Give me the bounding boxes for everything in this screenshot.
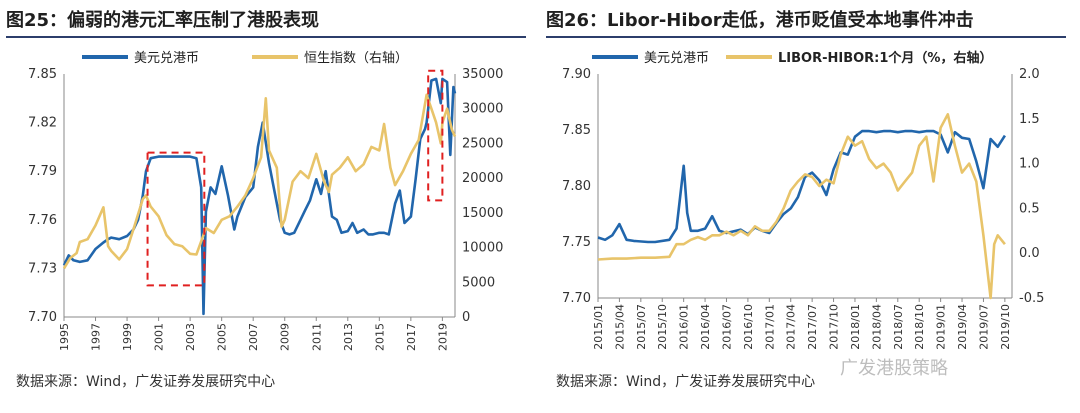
x-tick-label: 2017 xyxy=(405,323,418,351)
x-tick-label: 2018/07 xyxy=(892,304,905,350)
chart-title-right: 图26：Libor-Hibor走低，港币贬值受本地事件冲击 xyxy=(546,10,974,31)
source-note-right: 数据来源：Wind，广发证券发展研究中心 xyxy=(556,374,816,390)
series-line-usdhkd xyxy=(597,129,1006,244)
x-tick-label: 2017/01 xyxy=(763,304,776,350)
y-left-tick-label: 7.75 xyxy=(562,235,591,250)
y-right-tick-label: 1.5 xyxy=(1019,112,1040,127)
source-note-left: 数据来源：Wind，广发证券发展研究中心 xyxy=(16,374,276,390)
x-tick-label: 2019 xyxy=(436,323,449,351)
x-tick-label: 2018/04 xyxy=(870,304,883,350)
x-tick-label: 2015/01 xyxy=(592,304,605,350)
y-right-tick-label: 5000 xyxy=(462,275,495,290)
y-left-tick-label: 7.85 xyxy=(562,123,591,138)
y-right-tick-label: 15000 xyxy=(462,206,503,221)
y-right-tick-label: 2.0 xyxy=(1019,67,1040,82)
chart-panel-right: 图26：Libor-Hibor走低，港币贬值受本地事件冲击 7.90 7.85 7.… xyxy=(540,0,1080,413)
x-tick-label: 2016/07 xyxy=(720,304,733,350)
legend-label: 美元兑港币 xyxy=(134,51,199,66)
x-tick-label: 2015/04 xyxy=(613,304,626,350)
x-tick-label: 1995 xyxy=(58,323,71,351)
x-tick-label: 2018/10 xyxy=(913,304,926,350)
x-tick-label: 2015/10 xyxy=(656,304,669,350)
y-right-tick-label: 30000 xyxy=(462,102,503,117)
x-tick-label: 2013 xyxy=(342,323,355,351)
y-right-tick-label: 20000 xyxy=(462,171,503,186)
x-tick-label: 2019/04 xyxy=(956,304,969,350)
y-left-tick-label: 7.73 xyxy=(28,261,57,276)
y-right-tick-label: 0 xyxy=(462,310,470,325)
series-line-usdhkd xyxy=(62,77,457,316)
y-right-tick-label: 1.0 xyxy=(1019,157,1040,172)
x-tick-label: 2005 xyxy=(216,323,229,351)
x-tick-label: 2016/10 xyxy=(742,304,755,350)
chart-left: 7.85 7.82 7.79 7.76 7.73 7.70 35000 30000 25000 2… xyxy=(28,51,503,351)
watermark-text: 广发港股策略 xyxy=(840,358,948,379)
title-underline-right xyxy=(546,36,1066,38)
y-right-tick-label: 0.0 xyxy=(1019,246,1040,261)
chart-title-left: 图25：偏弱的港元汇率压制了港股表现 xyxy=(6,10,320,31)
x-tick-label: 2018/01 xyxy=(849,304,862,350)
x-tick-label: 2007 xyxy=(247,323,260,351)
y-left-tick-label: 7.70 xyxy=(562,291,591,306)
y-left-tick-label: 7.79 xyxy=(28,164,57,179)
x-tick-label: 1997 xyxy=(90,323,103,351)
y-left-tick-label: 7.85 xyxy=(28,67,57,82)
y-right-tick-label: 10000 xyxy=(462,241,503,256)
x-tick-label: 2011 xyxy=(310,323,323,351)
chart-panel-left: 图25：偏弱的港元汇率压制了港股表现 7.85 7.82 7.79 7.76 7.73 7… xyxy=(6,10,526,390)
x-tick-label: 2003 xyxy=(184,323,197,351)
x-tick-label: 2017/07 xyxy=(806,304,819,350)
x-tick-label: 1999 xyxy=(121,323,134,351)
x-tick-label: 2019/10 xyxy=(999,304,1012,350)
highlight-box xyxy=(146,151,206,287)
title-underline-left xyxy=(6,36,526,38)
x-tick-label: 2019/01 xyxy=(935,304,948,350)
series-line-hsi xyxy=(62,93,457,270)
chart-right: 7.90 7.85 7.80 7.75 7.70 2.0 1.5 1.0 0.5 0.0 -0.5 2… xyxy=(562,50,1044,350)
x-tick-label: 2017/04 xyxy=(785,304,798,350)
legend-label: 美元兑港币 xyxy=(644,51,709,66)
x-tick-label: 2001 xyxy=(153,323,166,351)
y-left-tick-label: 7.82 xyxy=(28,116,57,131)
highlight-box xyxy=(427,69,444,202)
y-right-tick-label: 25000 xyxy=(462,136,503,151)
y-right-tick-label: -0.5 xyxy=(1019,291,1044,306)
x-tick-label: 2009 xyxy=(279,323,292,351)
x-tick-label: 2016/04 xyxy=(699,304,712,350)
x-tick-label: 2019/07 xyxy=(977,304,990,350)
x-tick-label: 2016/01 xyxy=(678,304,691,350)
y-left-tick-label: 7.90 xyxy=(562,67,591,82)
legend-label: LIBOR-HIBOR:1个月（%，右轴） xyxy=(778,50,992,66)
legend-label: 恒生指数（右轴） xyxy=(304,51,408,66)
x-tick-label: 2015 xyxy=(373,323,386,351)
y-right-tick-label: 0.5 xyxy=(1019,201,1040,216)
series-line-libor-hibor xyxy=(597,113,1006,300)
y-left-tick-label: 7.70 xyxy=(28,310,57,325)
y-right-tick-label: 35000 xyxy=(462,67,503,82)
y-left-tick-label: 7.76 xyxy=(28,213,57,228)
x-tick-label: 2017/10 xyxy=(828,304,841,350)
y-left-tick-label: 7.80 xyxy=(562,179,591,194)
x-tick-label: 2015/07 xyxy=(635,304,648,350)
